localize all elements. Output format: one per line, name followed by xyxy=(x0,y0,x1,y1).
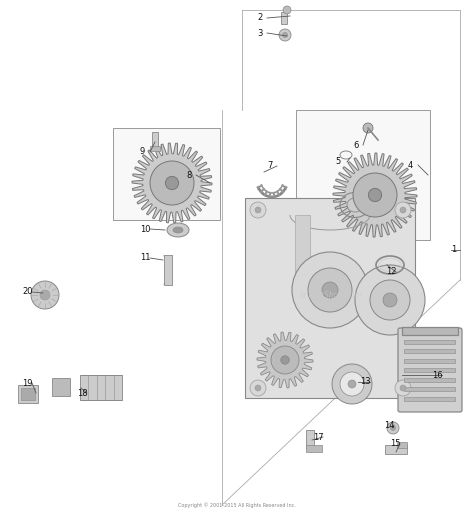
Text: 12: 12 xyxy=(386,267,396,277)
Text: 17: 17 xyxy=(313,433,324,441)
Circle shape xyxy=(348,380,356,388)
Bar xyxy=(21,388,35,400)
Bar xyxy=(295,215,310,305)
Bar xyxy=(281,12,287,24)
Circle shape xyxy=(363,123,373,133)
Circle shape xyxy=(370,280,410,320)
Circle shape xyxy=(292,252,368,328)
Circle shape xyxy=(308,268,352,312)
Bar xyxy=(397,442,407,448)
Circle shape xyxy=(368,188,382,201)
Bar xyxy=(404,368,456,372)
Bar xyxy=(404,397,456,401)
Text: 10: 10 xyxy=(140,225,151,233)
Circle shape xyxy=(250,380,266,396)
Circle shape xyxy=(279,29,291,41)
Circle shape xyxy=(40,290,50,300)
Text: 3: 3 xyxy=(257,28,263,38)
Text: AriPartShop.com: AriPartShop.com xyxy=(298,290,362,300)
Bar xyxy=(306,430,314,448)
Text: 7: 7 xyxy=(267,162,273,170)
Bar xyxy=(80,375,122,400)
Circle shape xyxy=(255,385,261,391)
Circle shape xyxy=(353,173,397,217)
Bar xyxy=(18,385,38,403)
Circle shape xyxy=(322,282,338,298)
Bar xyxy=(152,132,158,148)
Text: 16: 16 xyxy=(432,370,443,380)
Circle shape xyxy=(283,6,291,14)
Circle shape xyxy=(281,356,289,364)
Polygon shape xyxy=(257,332,313,388)
Circle shape xyxy=(255,207,261,213)
Text: 20: 20 xyxy=(22,287,33,297)
Text: Copyright © 2001-2015 All Rights Reserved Inc.: Copyright © 2001-2015 All Rights Reserve… xyxy=(178,502,296,508)
Text: 11: 11 xyxy=(140,253,151,263)
Circle shape xyxy=(395,380,411,396)
Circle shape xyxy=(400,385,406,391)
Circle shape xyxy=(340,372,364,396)
Bar xyxy=(52,378,70,396)
Circle shape xyxy=(271,346,299,374)
Circle shape xyxy=(150,161,194,205)
Bar xyxy=(385,445,407,454)
Ellipse shape xyxy=(167,223,189,237)
Text: 9: 9 xyxy=(140,147,145,157)
Bar xyxy=(402,327,458,335)
Bar xyxy=(404,377,456,382)
Bar xyxy=(245,198,415,398)
Circle shape xyxy=(391,425,395,431)
Circle shape xyxy=(250,202,266,218)
Text: 8: 8 xyxy=(186,170,191,180)
Bar xyxy=(296,110,430,240)
Circle shape xyxy=(332,364,372,404)
Bar xyxy=(404,350,456,353)
Bar xyxy=(404,387,456,391)
Circle shape xyxy=(283,32,288,38)
Text: 13: 13 xyxy=(360,377,371,386)
Circle shape xyxy=(165,177,179,190)
Bar xyxy=(113,128,220,220)
Text: 19: 19 xyxy=(22,379,33,387)
Bar xyxy=(404,359,456,363)
Bar xyxy=(404,340,456,344)
Text: 4: 4 xyxy=(408,161,413,169)
Bar xyxy=(306,445,322,452)
Circle shape xyxy=(395,202,411,218)
Text: 6: 6 xyxy=(353,141,358,149)
FancyBboxPatch shape xyxy=(398,328,462,412)
Ellipse shape xyxy=(173,227,183,233)
Bar xyxy=(164,255,172,285)
Bar xyxy=(150,146,160,151)
Text: 18: 18 xyxy=(77,388,88,398)
Polygon shape xyxy=(333,153,417,237)
Text: 14: 14 xyxy=(384,421,394,430)
Text: 1: 1 xyxy=(451,246,456,254)
Text: 15: 15 xyxy=(390,439,401,449)
Circle shape xyxy=(31,281,59,309)
Circle shape xyxy=(400,207,406,213)
Circle shape xyxy=(383,293,397,307)
Text: 2: 2 xyxy=(257,13,262,23)
Circle shape xyxy=(355,265,425,335)
Text: 5: 5 xyxy=(335,158,340,166)
Polygon shape xyxy=(132,143,212,223)
Circle shape xyxy=(387,422,399,434)
